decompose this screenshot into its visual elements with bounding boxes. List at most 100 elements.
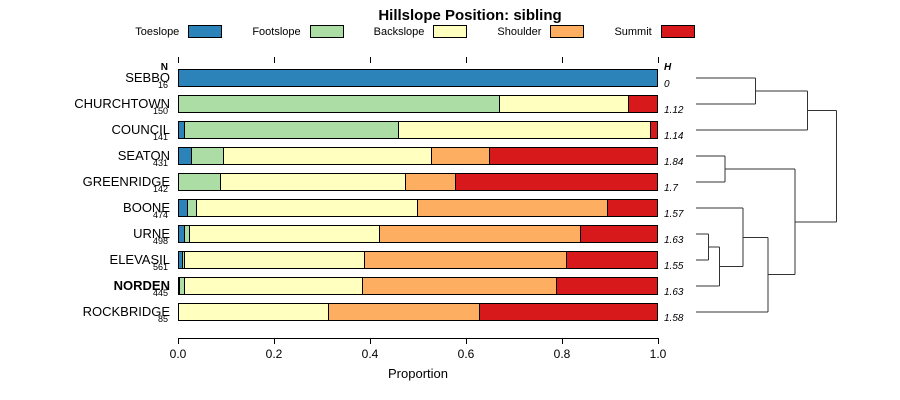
dendrogram: [696, 77, 837, 313]
x-tick-label: 0.4: [361, 347, 379, 361]
h-value: 1.14: [664, 131, 684, 142]
row-label: SEATON: [117, 148, 170, 163]
bar-segment: [178, 95, 500, 113]
x-tick-label: 0.0: [169, 347, 187, 361]
x-tick: [562, 338, 563, 344]
x-tick: [466, 338, 467, 344]
bar-segment: [649, 121, 658, 139]
legend-item: Toeslope: [135, 25, 223, 38]
chart-title: Hillslope Position: sibling: [378, 7, 562, 24]
row-label: ELEVASIL: [109, 252, 170, 267]
bar-segment: [184, 277, 363, 295]
n-value: 445: [152, 288, 168, 298]
x-tick-label: 0.2: [265, 347, 283, 361]
bar-segment: [397, 121, 651, 139]
bar-segment: [431, 147, 490, 165]
x-tick: [370, 338, 371, 344]
n-value: 142: [152, 184, 168, 194]
n-value: 498: [152, 236, 168, 246]
bar-segment: [628, 95, 658, 113]
bar-segment: [479, 303, 658, 321]
row-label: CHURCHTOWN: [74, 96, 170, 111]
row-label: COUNCIL: [111, 122, 170, 137]
h-value: 1.58: [664, 313, 684, 324]
row-label: URNE: [133, 226, 170, 241]
row-label: SEBBO: [125, 70, 170, 85]
x-tick-top: [370, 57, 371, 63]
n-column-header: N: [160, 62, 168, 73]
h-value: 1.57: [664, 209, 684, 220]
bar-segment: [361, 277, 558, 295]
x-tick-label: 0.8: [553, 347, 571, 361]
legend-item: Summit: [614, 25, 695, 38]
x-tick: [274, 338, 275, 344]
x-tick: [178, 338, 179, 344]
legend-swatch-summit: [660, 25, 695, 38]
bar-segment: [196, 199, 418, 217]
bar-segment: [455, 173, 658, 191]
bar-segment: [178, 303, 330, 321]
bar-segment: [178, 69, 658, 87]
bar-segment: [364, 251, 567, 269]
h-value: 1.84: [664, 157, 684, 168]
n-value: 431: [152, 158, 168, 168]
row-label: GREENRIDGE: [82, 174, 170, 189]
n-value: 474: [152, 210, 168, 220]
h-value: 1.7: [664, 183, 678, 194]
bar-segment: [489, 147, 658, 165]
bar-segment: [189, 225, 380, 243]
x-tick-label: 1.0: [649, 347, 667, 361]
h-value: 1.55: [664, 261, 684, 272]
legend-item: Shoulder: [497, 25, 585, 38]
h-value: 1.12: [664, 105, 684, 116]
bar-segment: [222, 147, 433, 165]
legend-item-label: Shoulder: [497, 25, 542, 38]
n-value: 150: [152, 106, 168, 116]
legend-item: Backslope: [374, 25, 468, 38]
row-label: ROCKBRIDGE: [82, 304, 170, 319]
h-value: 1.63: [664, 287, 684, 298]
bar-segment: [378, 225, 582, 243]
legend-swatch-footslope: [309, 25, 344, 38]
n-value: 141: [152, 132, 168, 142]
bar-segment: [498, 95, 630, 113]
bar-segment: [606, 199, 658, 217]
x-tick-top: [562, 57, 563, 63]
row-label: NORDEN: [113, 278, 170, 293]
bar-segment: [220, 173, 406, 191]
x-axis-line: [178, 338, 659, 339]
bar-segment: [328, 303, 481, 321]
legend-item: Footslope: [252, 25, 344, 38]
legend-swatch-shoulder: [550, 25, 585, 38]
legend-item-label: Backslope: [373, 25, 425, 38]
legend-item-label: Toeslope: [135, 25, 180, 38]
x-tick-top: [274, 57, 275, 63]
row-label: BOONE: [123, 200, 170, 215]
h-value: 1.63: [664, 235, 684, 246]
x-axis-title: Proportion: [388, 366, 448, 381]
x-tick-label: 0.6: [457, 347, 475, 361]
x-tick-top: [658, 57, 659, 63]
bar-segment: [556, 277, 658, 295]
bar-segment: [405, 173, 457, 191]
bar-segment: [184, 251, 366, 269]
bar-segment: [417, 199, 608, 217]
n-value: 16: [157, 80, 168, 90]
legend-swatch-toeslope: [188, 25, 223, 38]
h-column-header: H: [664, 62, 672, 73]
bar-segment: [580, 225, 658, 243]
bar-segment: [565, 251, 658, 269]
bar-segment: [191, 147, 224, 165]
n-value: 85: [157, 314, 168, 324]
x-tick: [658, 338, 659, 344]
bar-segment: [184, 121, 399, 139]
bar-segment: [178, 147, 193, 165]
legend-swatch-backslope: [433, 25, 468, 38]
bar-segment: [178, 173, 222, 191]
legend-item-label: Summit: [614, 25, 652, 38]
legend-item-label: Footslope: [252, 25, 301, 38]
x-tick-top: [466, 57, 467, 63]
legend: Toeslope Footslope Backslope Shoulder Summit: [0, 25, 830, 38]
x-tick-top: [178, 57, 179, 63]
